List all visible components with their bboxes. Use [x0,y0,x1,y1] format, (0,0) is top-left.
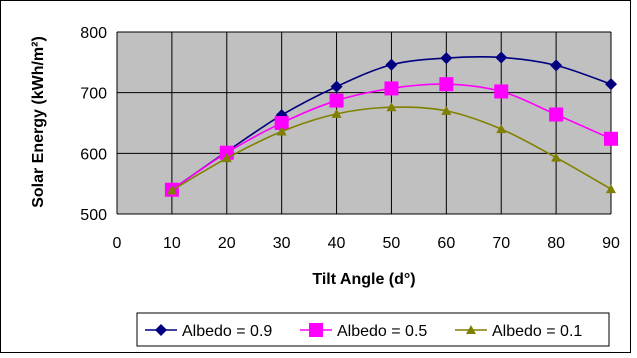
data-point [329,93,344,108]
y-tick-label: 500 [80,207,107,224]
data-point [274,116,289,130]
series-layer [164,51,618,197]
data-point [495,51,508,64]
x-tick-label: 70 [492,235,510,252]
data-point [549,107,564,122]
data-point [604,131,618,146]
data-point [330,80,343,93]
data-point [494,84,509,99]
legend-label: Albedo = 0.5 [337,323,427,340]
legend-label: Albedo = 0.9 [182,323,272,340]
data-point [385,58,398,71]
y-axis-title: Solar Energy (kWh/m²) [30,36,47,208]
x-tick-label: 0 [113,235,122,252]
legend-item: Albedo = 0.1 [455,323,582,340]
x-axis-title: Tilt Angle (d°) [312,271,415,288]
legend-item: Albedo = 0.9 [145,323,272,340]
legend-marker [466,325,476,334]
x-tick-label: 60 [437,235,455,252]
data-point [551,152,562,162]
legend-marker [309,323,323,337]
data-point [550,59,563,72]
data-point [496,124,507,134]
y-tick-label: 800 [80,25,107,42]
x-tick-label: 20 [218,235,236,252]
data-point [384,81,399,96]
data-point [331,108,342,118]
x-tick-label: 40 [328,235,346,252]
data-point [276,126,287,136]
legend-item: Albedo = 0.5 [300,323,427,340]
series-2 [164,77,618,197]
x-tick-label: 30 [273,235,291,252]
tick-labels: 500 600 700 800 0 10 20 30 40 50 60 70 80 90 [80,25,620,252]
data-point [440,52,453,65]
x-tick-label: 50 [383,235,401,252]
data-point [221,153,232,163]
data-point [166,185,177,195]
series-3 [166,102,616,195]
legend-label: Albedo = 0.1 [492,323,582,340]
data-point [605,78,617,91]
x-tick-label: 80 [547,235,565,252]
legend-marker [155,324,167,336]
data-point [439,77,454,92]
data-point [441,105,452,115]
legend-box [136,312,610,347]
data-point [386,102,397,112]
data-point [606,184,616,194]
legend: Albedo = 0.9 Albedo = 0.5 Albedo = 0.1 [136,312,610,347]
x-tick-label: 90 [602,235,620,252]
y-tick-label: 600 [80,146,107,163]
y-tick-label: 700 [80,86,107,103]
x-tick-label: 10 [163,235,181,252]
plot-area [117,32,611,214]
